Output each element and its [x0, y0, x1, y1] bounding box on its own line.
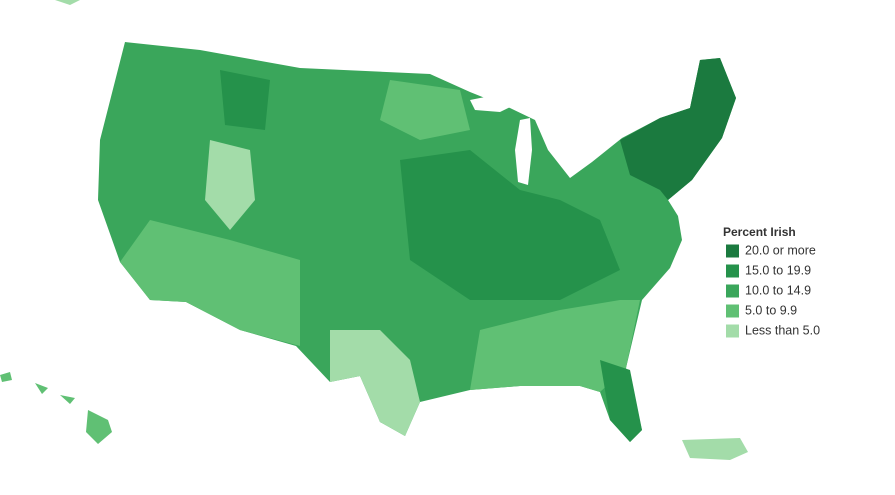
region-light-southwest — [120, 220, 300, 346]
legend-label: 5.0 to 9.9 — [745, 303, 797, 317]
hawaii — [0, 372, 112, 444]
alaska-tip — [55, 0, 80, 5]
legend-swatch — [726, 244, 739, 258]
region-dark-montana — [220, 70, 270, 130]
legend-label: Less than 5.0 — [745, 323, 820, 337]
us-map — [0, 0, 748, 460]
legend-label: 15.0 to 19.9 — [745, 263, 811, 277]
region-dark-florida — [600, 360, 642, 442]
legend-label: 20.0 or more — [745, 243, 816, 257]
legend-swatch — [726, 324, 739, 338]
lake-michigan — [515, 118, 532, 185]
legend-label: 10.0 to 14.9 — [745, 283, 811, 297]
legend: Percent Irish 20.0 or more 15.0 to 19.9 10… — [723, 225, 820, 338]
region-lightest-west — [205, 140, 255, 230]
puerto-rico — [682, 438, 748, 460]
legend-swatch — [726, 304, 739, 318]
region-lightest-texas — [330, 330, 420, 436]
region-light-southeast — [470, 300, 640, 392]
region-dark-northeast — [620, 58, 736, 200]
legend-title: Percent Irish — [723, 225, 796, 239]
region-medium-midwest — [400, 150, 620, 300]
lake-superior — [470, 92, 525, 112]
legend-swatch — [726, 264, 739, 278]
legend-swatch — [726, 284, 739, 298]
region-light-plains — [380, 80, 470, 140]
